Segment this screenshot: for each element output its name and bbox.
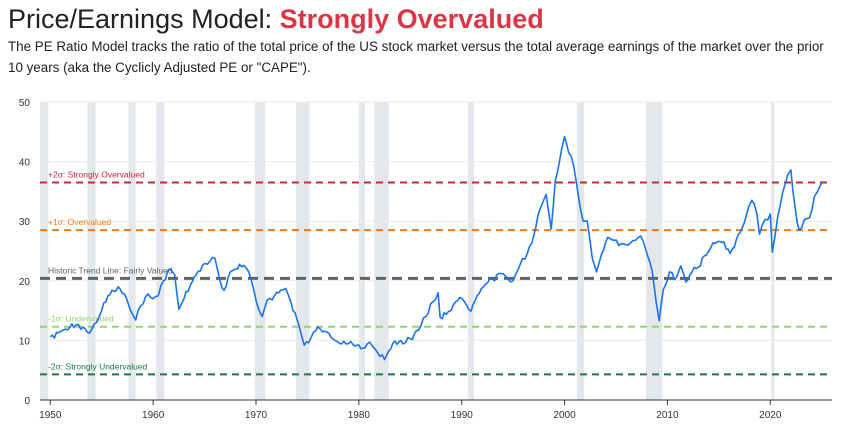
recession-band — [128, 102, 136, 400]
recession-band — [374, 102, 389, 400]
reference-line-label: Historic Trend Line: Fairly Valued — [48, 265, 173, 275]
model-description: The PE Ratio Model tracks the ratio of t… — [8, 39, 824, 75]
recession-band — [467, 102, 475, 400]
y-tick-label: 0 — [24, 396, 30, 407]
y-tick-label: 30 — [19, 217, 31, 228]
recession-bands — [40, 102, 775, 400]
reference-line-label: -1σ: Undervalued — [48, 314, 114, 324]
reference-line-label: +1σ: Overvalued — [48, 217, 111, 227]
reference-line-label: -2σ: Strongly Undervalued — [48, 361, 148, 371]
pe-ratio-chart: 0 10 20 30 40 50 1950 1960 1970 1980 1990 2000 2010… — [19, 98, 832, 421]
title-prefix: Price/Earnings Model: — [8, 4, 273, 34]
pe-ratio-line — [49, 135, 823, 361]
reference-line-label: +2σ: Strongly Overvalued — [48, 169, 145, 179]
page-title: Price/Earnings Model: Strongly Overvalue… — [8, 2, 544, 36]
recession-band — [358, 102, 366, 400]
x-tick-label: 1990 — [451, 410, 474, 421]
x-tick-label: 1970 — [245, 410, 268, 421]
y-tick-label: 50 — [19, 98, 31, 109]
reference-lines: +2σ: Strongly Overvalued +1σ: Overvalued H… — [40, 169, 832, 376]
x-tick-label: 1950 — [39, 410, 62, 421]
x-tick-label: 2000 — [553, 410, 576, 421]
x-tick-label: 1980 — [348, 410, 371, 421]
y-axis-ticks: 0 10 20 30 40 50 — [19, 98, 31, 407]
x-tick-label: 2010 — [656, 410, 679, 421]
recession-band — [156, 102, 165, 400]
x-tick-label: 1960 — [142, 410, 165, 421]
recession-band — [296, 102, 310, 400]
y-tick-label: 20 — [19, 277, 31, 288]
recession-band — [87, 102, 96, 400]
recession-band — [576, 102, 585, 400]
valuation-verdict: Strongly Overvalued — [279, 4, 544, 34]
y-tick-label: 10 — [19, 336, 31, 347]
recession-band — [40, 102, 49, 400]
data-series — [49, 135, 823, 361]
y-tick-label: 40 — [19, 158, 31, 169]
x-tick-label: 2020 — [759, 410, 782, 421]
recession-band — [645, 102, 663, 400]
recession-band — [254, 102, 266, 400]
x-axis-ticks: 1950 1960 1970 1980 1990 2000 2010 2020 — [39, 399, 832, 421]
